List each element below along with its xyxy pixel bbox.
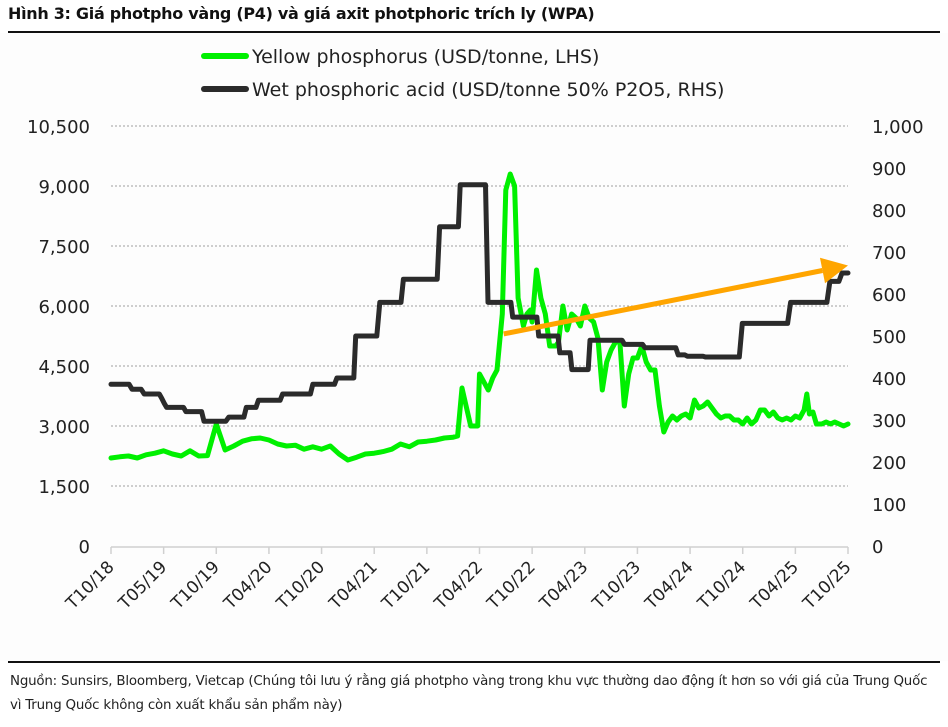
- y-right-tick-label: 500: [872, 327, 906, 348]
- x-tick-label: T04/21: [325, 557, 382, 614]
- y-right-tick-label: 100: [872, 495, 906, 516]
- x-tick-label: T04/20: [220, 557, 277, 614]
- series-line-yellow-phosphorus: [108, 171, 851, 463]
- y-axis-left: 0 1,500 3,000 4,500 6,000 7,500 9,000 10,500: [27, 117, 90, 558]
- y-left-tick-label: 9,000: [38, 177, 90, 198]
- x-tick-label: T10/18: [62, 557, 119, 614]
- y-right-tick-label: 300: [872, 411, 906, 432]
- y-right-tick-label: 200: [872, 453, 906, 474]
- x-tick-label: T04/24: [641, 557, 698, 614]
- y-right-tick-label: 800: [872, 201, 906, 222]
- source-note: Nguồn: Sunsirs, Bloomberg, Vietcap (Chún…: [10, 674, 928, 713]
- y-left-tick-label: 7,500: [38, 237, 90, 258]
- x-tick-label: T10/20: [272, 557, 329, 614]
- y-left-tick-label: 3,000: [38, 417, 90, 438]
- y-right-tick-label: 400: [872, 369, 906, 390]
- y-right-tick-label: 600: [872, 285, 906, 306]
- x-tick-label: T10/22: [483, 557, 540, 614]
- x-tick-label: T04/22: [430, 557, 487, 614]
- x-tick-label: T04/23: [535, 557, 592, 614]
- x-axis: T10/18T05/19T10/19T04/20T10/20T04/21T10/…: [62, 546, 856, 614]
- y-right-tick-label: 700: [872, 243, 906, 264]
- y-left-tick-label: 1,500: [38, 477, 90, 498]
- y-right-tick-label: 1,000: [872, 117, 924, 138]
- trend-arrow-head: [819, 257, 848, 284]
- x-tick-label: T10/23: [588, 557, 645, 614]
- trend-arrow-shaft: [503, 268, 823, 337]
- series-group: [108, 171, 851, 463]
- y-left-tick-label: 0: [79, 537, 90, 558]
- annotations: [503, 257, 848, 337]
- title-divider: [8, 31, 940, 33]
- y-left-tick-label: 10,500: [27, 117, 90, 138]
- x-tick-label: T10/25: [799, 557, 856, 614]
- x-tick-label: T10/24: [693, 557, 750, 614]
- footer-divider: [8, 661, 940, 663]
- y-left-tick-label: 6,000: [38, 297, 90, 318]
- series-line-wpa: [108, 182, 851, 424]
- legend-label-yellow-phosphorus: Yellow phosphorus (USD/tonne, LHS): [251, 46, 599, 68]
- x-tick-label: T10/19: [167, 557, 224, 614]
- y-right-tick-label: 0: [872, 537, 883, 558]
- y-right-tick-label: 900: [872, 159, 906, 180]
- line-chart: Yellow phosphorus (USD/tonne, LHS) Wet p…: [27, 46, 924, 614]
- y-axis-right: 0 100 200 300 400 500 600 700 800 900 1,000: [872, 117, 924, 558]
- x-tick-label: T05/19: [114, 557, 171, 614]
- chart-container: Yellow phosphorus (USD/tonne, LHS) Wet p…: [0, 33, 948, 661]
- legend-label-wpa: Wet phosphoric acid (USD/tonne 50% P2O5,…: [252, 79, 724, 101]
- y-left-tick-label: 4,500: [38, 357, 90, 378]
- legend: Yellow phosphorus (USD/tonne, LHS) Wet p…: [201, 46, 724, 101]
- x-tick-label: T04/25: [746, 557, 803, 614]
- x-tick-label: T10/21: [378, 557, 435, 614]
- figure-title: Hình 3: Giá photpho vàng (P4) và giá axi…: [8, 4, 595, 23]
